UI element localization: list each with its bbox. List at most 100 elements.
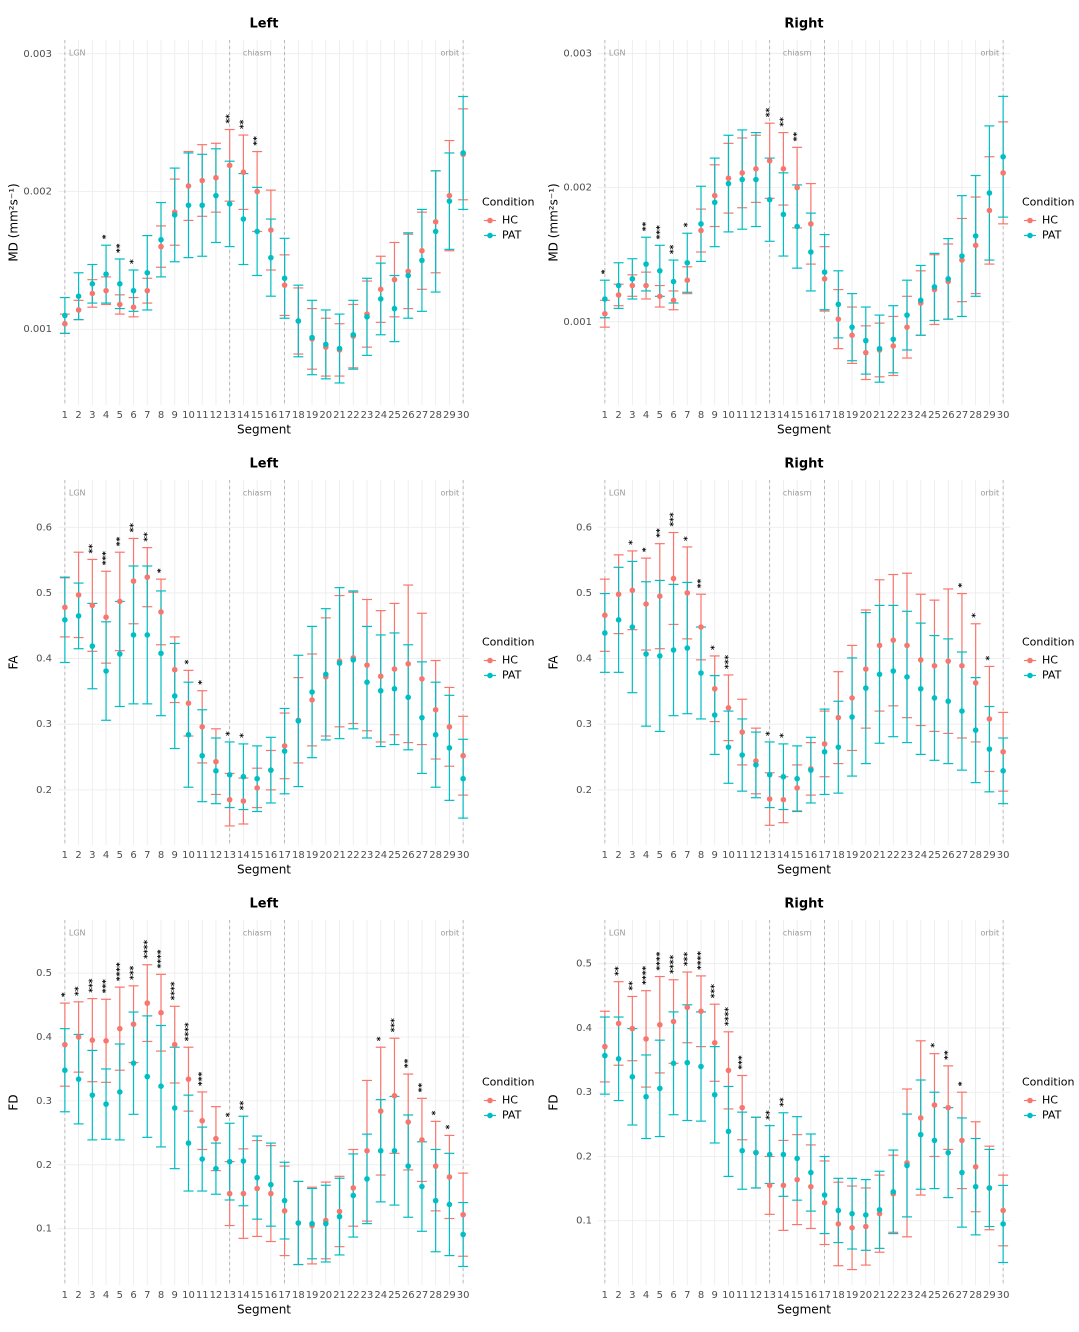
significance-label: * xyxy=(765,731,775,736)
point xyxy=(446,745,453,751)
point xyxy=(849,1210,855,1217)
x-axis-title: Segment xyxy=(777,863,831,877)
significance-label: ** xyxy=(642,222,652,232)
point xyxy=(364,662,370,668)
x-tick-label: 6 xyxy=(670,850,676,861)
x-tick-label: 14 xyxy=(777,1290,790,1301)
x-tick-label: 6 xyxy=(670,1290,676,1301)
legend-label: HC xyxy=(502,1094,518,1107)
point xyxy=(835,301,842,308)
point xyxy=(226,771,233,778)
significance-label: ** xyxy=(115,537,125,547)
point xyxy=(1000,1221,1006,1227)
point xyxy=(959,708,965,714)
point xyxy=(602,1043,608,1050)
x-tick-label: 15 xyxy=(251,850,264,861)
x-tick-label: 20 xyxy=(319,850,332,861)
x-tick-label: 3 xyxy=(629,1290,635,1301)
point xyxy=(254,785,260,791)
point xyxy=(309,697,315,703)
point xyxy=(821,741,828,747)
point xyxy=(643,282,649,289)
point xyxy=(268,1190,274,1197)
x-tick-label: 14 xyxy=(777,410,790,421)
x-tick-label: 19 xyxy=(306,1290,319,1301)
point xyxy=(419,676,425,682)
x-axis-title: Segment xyxy=(777,1303,831,1317)
point xyxy=(323,341,329,348)
point xyxy=(931,284,938,290)
significance-label: **** xyxy=(184,1022,194,1041)
point xyxy=(254,1185,260,1192)
x-tick-label: 12 xyxy=(750,410,763,421)
x-tick-label: 2 xyxy=(75,410,81,421)
x-tick-label: 11 xyxy=(736,1290,749,1301)
point xyxy=(684,277,691,284)
point xyxy=(835,1207,842,1214)
point xyxy=(419,1137,425,1143)
point xyxy=(75,1034,82,1040)
point xyxy=(117,301,123,308)
point xyxy=(213,192,219,199)
point xyxy=(295,718,302,724)
x-tick-label: 5 xyxy=(657,850,663,861)
y-tick-label: 0.3 xyxy=(576,719,592,730)
point xyxy=(117,1089,123,1095)
point xyxy=(460,1231,466,1238)
point xyxy=(904,1162,910,1169)
point xyxy=(670,297,677,304)
point xyxy=(917,297,924,304)
significance-label: * xyxy=(445,1124,455,1129)
point xyxy=(213,758,219,765)
x-tick-label: 19 xyxy=(306,410,319,421)
point xyxy=(602,1052,608,1059)
significance-label: *** xyxy=(129,965,139,979)
significance-label: ** xyxy=(88,544,98,554)
x-tick-label: 4 xyxy=(103,410,109,421)
point xyxy=(821,1192,828,1198)
panel-title: Right xyxy=(784,457,823,472)
point xyxy=(986,190,993,196)
point xyxy=(144,287,151,294)
point xyxy=(711,685,718,692)
y-tick-label: 0.3 xyxy=(36,719,52,730)
x-tick-label: 1 xyxy=(62,410,68,421)
legend-swatch xyxy=(1027,672,1033,679)
point xyxy=(144,632,151,638)
point xyxy=(117,280,123,287)
x-tick-label: 7 xyxy=(684,850,690,861)
legend-label: HC xyxy=(1042,214,1058,227)
region-label: orbit xyxy=(441,929,460,938)
significance-label: ** xyxy=(225,114,235,124)
point xyxy=(144,574,151,580)
x-tick-label: 26 xyxy=(942,850,955,861)
x-tick-label: 8 xyxy=(698,850,704,861)
point xyxy=(405,1163,412,1169)
point xyxy=(213,1165,219,1172)
x-tick-label: 24 xyxy=(374,410,387,421)
x-tick-label: 3 xyxy=(629,410,635,421)
point xyxy=(986,746,993,752)
x-tick-label: 17 xyxy=(818,410,831,421)
x-tick-label: 27 xyxy=(416,410,429,421)
y-tick-label: 0.1 xyxy=(36,1224,52,1235)
x-tick-label: 28 xyxy=(429,1290,442,1301)
legend-title: Condition xyxy=(482,1076,535,1089)
point xyxy=(643,1036,649,1042)
point xyxy=(446,198,453,204)
x-tick-label: 13 xyxy=(763,850,776,861)
x-tick-label: 1 xyxy=(602,410,608,421)
point xyxy=(602,296,608,302)
point xyxy=(89,290,96,297)
x-tick-label: 6 xyxy=(130,1290,136,1301)
y-tick-label: 0.4 xyxy=(36,1032,52,1043)
point xyxy=(657,593,663,599)
x-tick-label: 17 xyxy=(278,1290,291,1301)
significance-label: * xyxy=(957,1081,967,1086)
point xyxy=(945,1149,951,1156)
point xyxy=(780,1151,787,1158)
point xyxy=(226,1190,233,1197)
x-tick-label: 8 xyxy=(158,410,164,421)
